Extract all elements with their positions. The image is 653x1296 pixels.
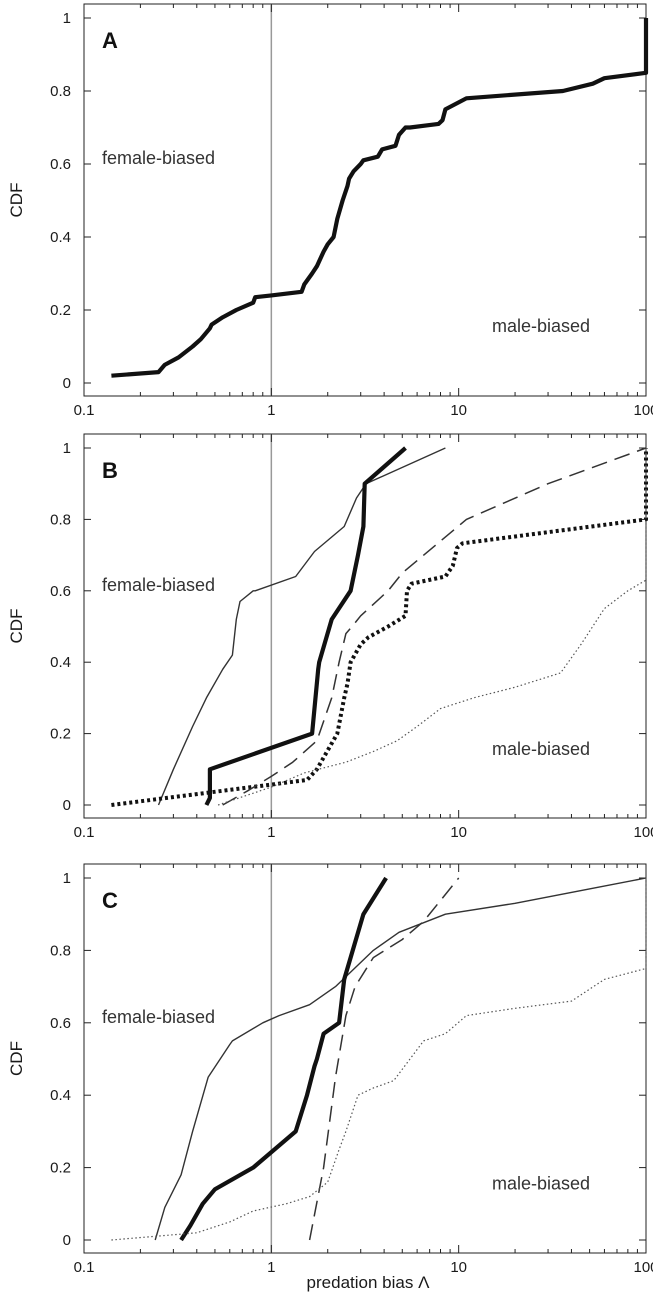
x-tick-label: 1: [267, 402, 275, 419]
cdf-line-thick-dotted: [111, 448, 648, 807]
male-biased-label: male-biased: [492, 1173, 590, 1193]
y-tick-label: 0.2: [50, 1160, 71, 1177]
x-tick-label: 0.1: [74, 402, 95, 419]
panels: 00.20.40.60.810.1110100CDFAfemale-biased…: [7, 3, 653, 1276]
y-tick-label: 0.8: [50, 511, 71, 528]
y-tick-label: 0.2: [50, 726, 71, 743]
y-tick-label: 1: [63, 870, 71, 887]
female-biased-label: female-biased: [102, 1007, 215, 1027]
y-axis-title: CDF: [7, 609, 26, 644]
panel-b: 0 0.2 0.4 0.6 0.8 1 0.1 1 10 100 CDF Bfemale-biased…: [7, 433, 653, 841]
x-tick-label: 100: [633, 1259, 653, 1276]
panel-a: 0 0.2 0.4 0.6 0.8 1 0.1 1 10 100 CDF Afemale-biased…: [7, 3, 653, 419]
panel-label: C: [102, 888, 118, 913]
y-tick-label: 0.6: [50, 583, 71, 600]
y-axis-title: CDF: [7, 1041, 26, 1076]
cdf-line-dashed: [222, 447, 647, 806]
x-tick-label: 10: [450, 824, 467, 841]
y-tick-label: 1: [63, 440, 71, 457]
y-tick-label: 0: [63, 375, 71, 392]
male-biased-label: male-biased: [492, 316, 590, 336]
x-tick-label: 10: [450, 1259, 467, 1276]
plot-frame: [83, 433, 647, 819]
x-axis-title: predation bias Λ: [307, 1273, 431, 1292]
x-tick-label: 1: [267, 1259, 275, 1276]
female-biased-label: female-biased: [102, 575, 215, 595]
y-tick-label: 0.8: [50, 942, 71, 959]
y-tick-label: 0.2: [50, 302, 71, 319]
y-tick-label: 0: [63, 797, 71, 814]
y-axis-title: CDF: [7, 183, 26, 218]
male-biased-label: male-biased: [492, 739, 590, 759]
cdf-line-thin-solid: [157, 447, 446, 806]
cdf-line-dashed: [308, 877, 460, 1241]
y-tick-label: 0.6: [50, 1015, 71, 1032]
panel-label: A: [102, 28, 118, 53]
y-tick-label: 0.4: [50, 654, 71, 671]
x-tick-label: 0.1: [74, 1259, 95, 1276]
plot-frame: [83, 3, 647, 397]
x-tick-label: 1: [267, 824, 275, 841]
female-biased-label: female-biased: [102, 148, 215, 168]
y-tick-label: 0.8: [50, 83, 71, 100]
plot-frame: [83, 863, 647, 1254]
y-tick-label: 0: [63, 1232, 71, 1249]
y-tick-label: 0.4: [50, 1087, 71, 1104]
y-tick-label: 0.4: [50, 229, 71, 246]
cdf-line-thin-dotted: [111, 878, 647, 1241]
panel-label: B: [102, 458, 118, 483]
x-tick-label: 100: [633, 402, 653, 419]
cdf-line-thick-solid: [111, 18, 649, 378]
panel-c: 0 0.2 0.4 0.6 0.8 1 0.1 1 10 100 CDF Cfemale-biased…: [7, 863, 653, 1276]
x-tick-label: 0.1: [74, 824, 95, 841]
y-tick-label: 0.6: [50, 156, 71, 173]
cdf-line-thick-solid: [204, 446, 407, 806]
x-tick-label: 100: [633, 824, 653, 841]
x-tick-label: 10: [450, 402, 467, 419]
cdf-line-thick-solid: [179, 876, 388, 1242]
y-tick-label: 1: [63, 10, 71, 27]
